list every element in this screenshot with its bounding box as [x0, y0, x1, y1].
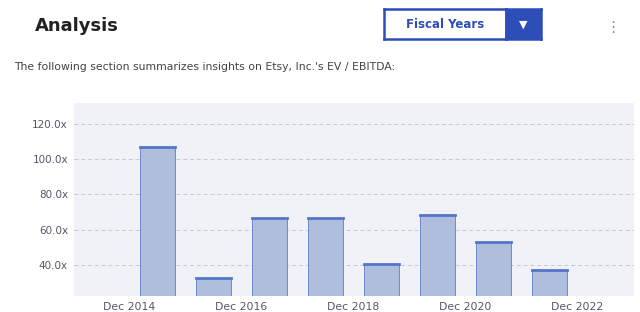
Text: ▼: ▼ — [519, 19, 528, 29]
Text: ⋮: ⋮ — [605, 20, 621, 35]
Text: Analysis: Analysis — [35, 17, 119, 35]
Bar — [308, 218, 343, 312]
Bar — [140, 147, 175, 312]
Text: Fiscal Years: Fiscal Years — [406, 18, 484, 31]
Text: The following section summarizes insights on Etsy, Inc.'s EV / EBITDA:: The following section summarizes insight… — [14, 62, 396, 72]
Bar — [420, 215, 455, 312]
Bar — [252, 218, 287, 312]
Bar — [532, 270, 567, 312]
Bar — [364, 264, 399, 312]
Bar — [196, 278, 231, 312]
Bar — [476, 242, 511, 312]
